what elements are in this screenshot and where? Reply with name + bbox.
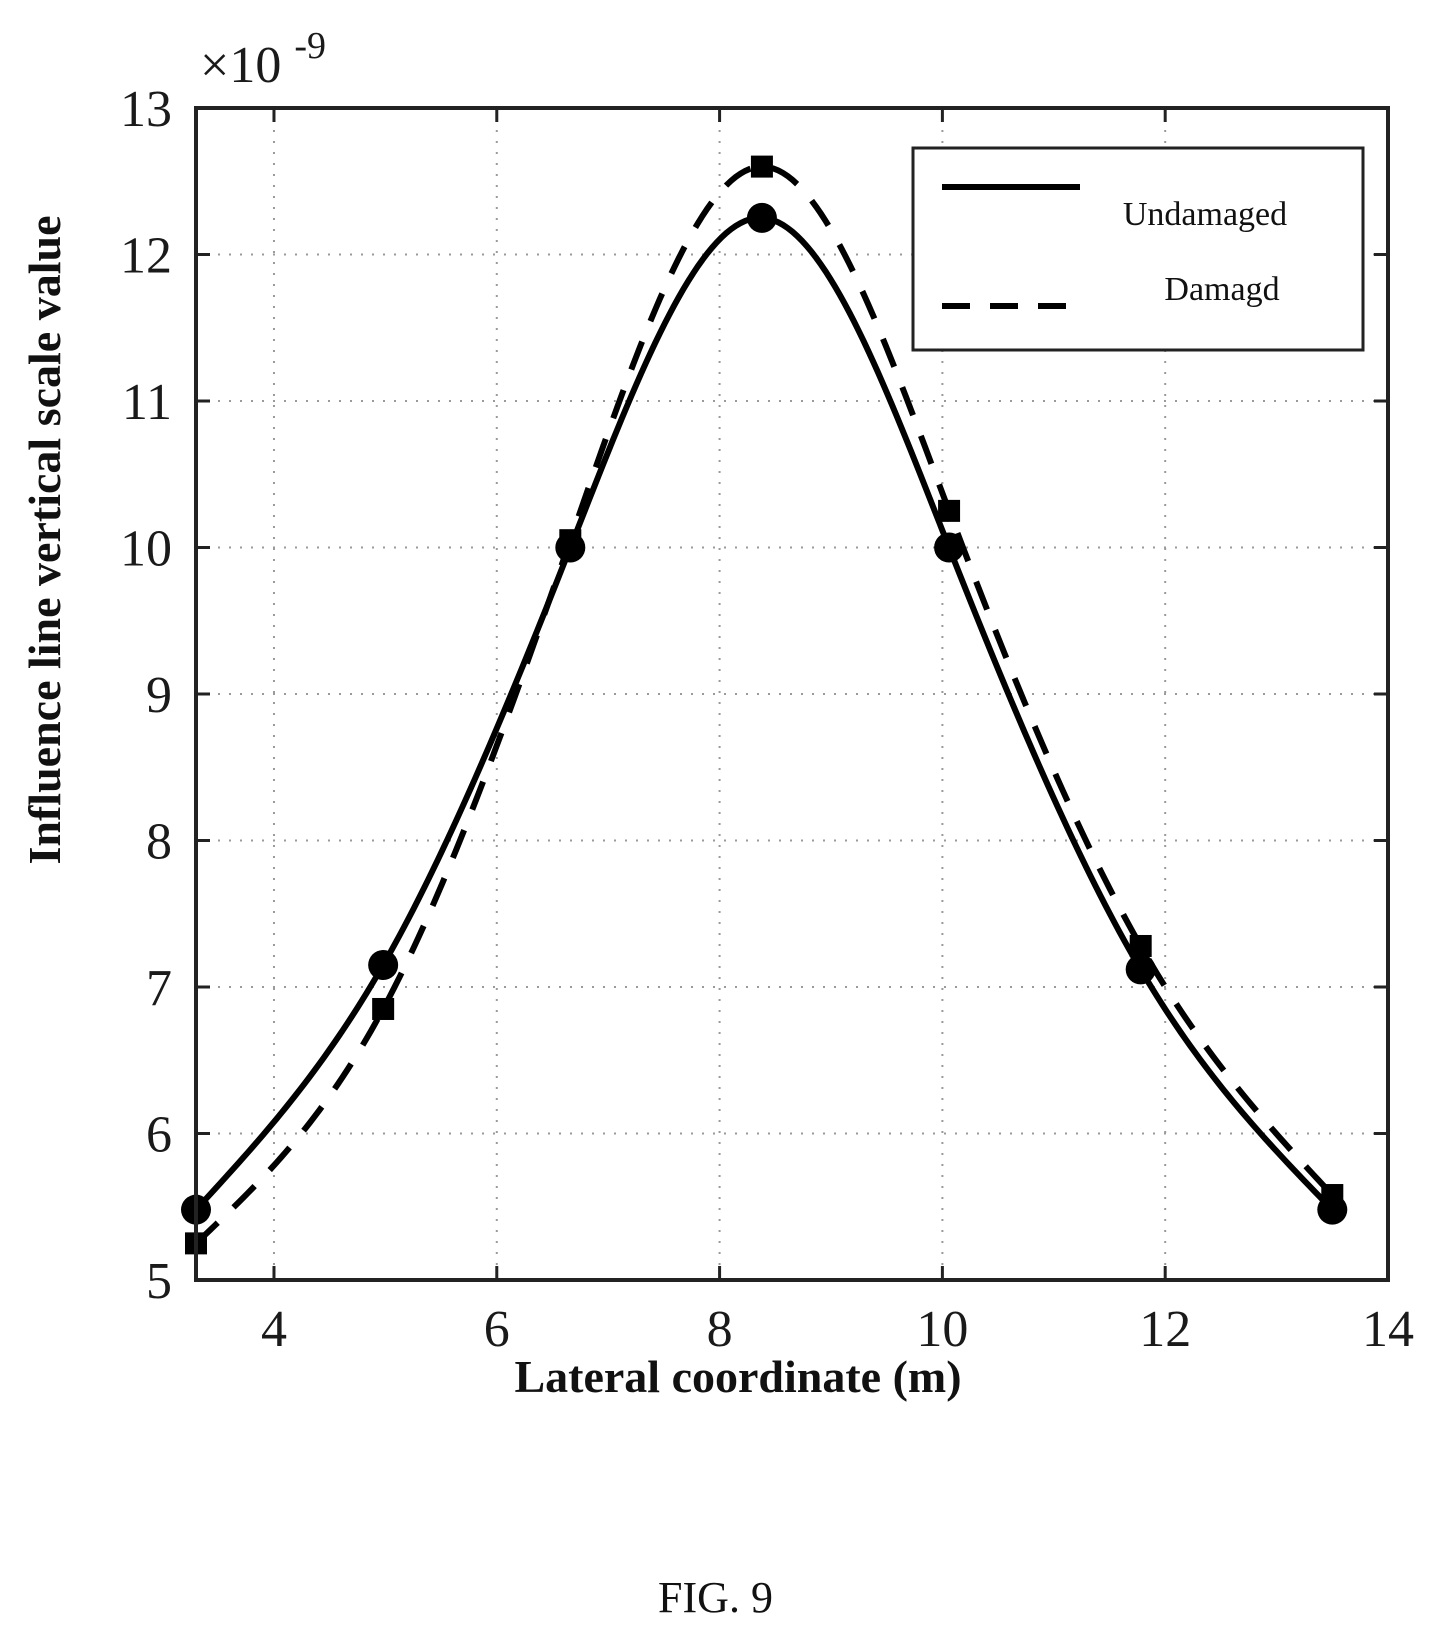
y-tick-label: 11 bbox=[122, 374, 172, 431]
y-tick-label: 5 bbox=[146, 1253, 172, 1310]
x-tick-label: 8 bbox=[707, 1301, 733, 1358]
marker-circle bbox=[1125, 954, 1156, 985]
x-tick-label: 4 bbox=[261, 1301, 287, 1358]
axis-ticks: 4 6 8 10 12 14 5 6 7 8 9 10 11 12 13 bbox=[120, 81, 1414, 1358]
y-exponent-base: ×10 bbox=[200, 37, 281, 94]
legend-label-damaged: Damagd bbox=[1164, 271, 1279, 308]
y-tick-label: 7 bbox=[146, 960, 172, 1017]
series-line-undamaged bbox=[193, 214, 1335, 1212]
marker-square bbox=[938, 499, 961, 522]
x-tick-label: 12 bbox=[1139, 1301, 1191, 1358]
y-tick-label: 6 bbox=[146, 1107, 172, 1164]
marker-circle bbox=[934, 532, 965, 563]
x-tick-label: 10 bbox=[916, 1301, 968, 1358]
legend-box bbox=[911, 146, 1365, 352]
marker-circle bbox=[746, 202, 777, 233]
legend-label-undamaged: Undamaged bbox=[1123, 196, 1287, 233]
marker-square bbox=[1129, 934, 1152, 957]
marker-square bbox=[750, 155, 773, 178]
y-axis-title: Influence line vertical scale value bbox=[19, 216, 70, 865]
y-tick-label: 10 bbox=[120, 521, 172, 578]
y-tick-label: 8 bbox=[146, 814, 172, 871]
y-tick-label: 13 bbox=[120, 81, 172, 138]
x-tick-label: 14 bbox=[1362, 1301, 1414, 1358]
y-exponent-power: -9 bbox=[294, 25, 326, 67]
marker-square bbox=[372, 997, 395, 1020]
y-exponent-label: ×10 -9 bbox=[200, 25, 326, 94]
y-tick-label: 12 bbox=[120, 228, 172, 285]
figure-caption: FIG. 9 bbox=[658, 1573, 773, 1622]
marker-square bbox=[559, 529, 582, 552]
svg-text:×10 -9: ×10 -9 bbox=[200, 25, 326, 94]
legend: Undamaged Damagd bbox=[911, 146, 1365, 352]
x-axis-title: Lateral coordinate (m) bbox=[514, 1351, 961, 1402]
series-markers bbox=[181, 155, 1348, 1255]
marker-square bbox=[1321, 1184, 1344, 1207]
y-tick-label: 9 bbox=[146, 667, 172, 724]
x-tick-label: 6 bbox=[484, 1301, 510, 1358]
marker-circle bbox=[368, 950, 399, 981]
